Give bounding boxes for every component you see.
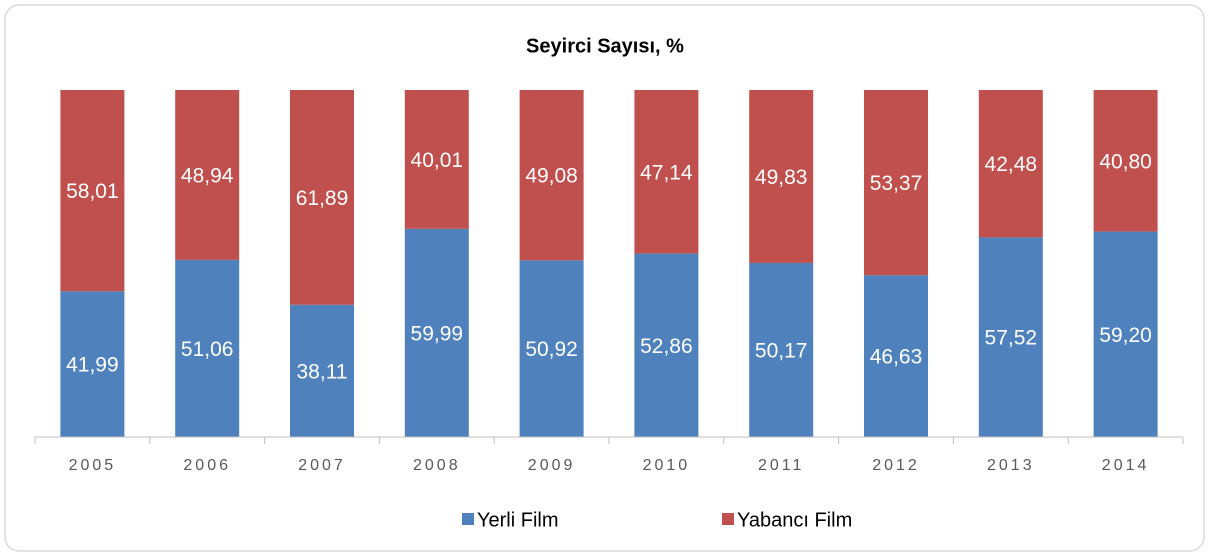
bar-segment: [1093, 90, 1158, 232]
data-label: 41,99: [66, 354, 119, 377]
bar-segment: [60, 291, 125, 437]
bar-segment: [634, 253, 699, 437]
bar-segment: [290, 90, 354, 305]
data-label: 48,94: [181, 164, 234, 187]
bar-segment: [60, 90, 125, 292]
legend-label: Yabancı Film: [737, 509, 852, 531]
bar-segment: [175, 90, 240, 260]
data-label: 50,17: [755, 340, 808, 363]
data-label: 53,37: [870, 172, 923, 195]
data-label: 59,20: [1099, 324, 1152, 347]
bar-segment: [978, 90, 1043, 238]
bar-segment: [749, 90, 814, 263]
data-label: 40,01: [411, 149, 464, 172]
bar-segment: [864, 275, 928, 437]
data-label: 51,06: [181, 338, 234, 361]
x-tick-label: 2013: [987, 457, 1035, 474]
data-label: 42,48: [985, 153, 1038, 176]
x-tick-label: 2008: [413, 457, 461, 474]
x-tick-label: 2011: [758, 457, 804, 474]
bar-segment: [175, 259, 240, 437]
bar-segment: [1093, 231, 1158, 437]
data-label: 58,01: [66, 180, 119, 203]
chart-title: Seyirci Sayısı, %: [526, 35, 684, 57]
data-label: 38,11: [297, 360, 348, 383]
bar-segment: [404, 90, 469, 229]
x-tick-label: 2006: [183, 457, 231, 474]
x-tick-label: 2009: [528, 457, 576, 474]
x-tick-label: 2005: [69, 457, 117, 474]
bar-segment: [978, 237, 1043, 437]
x-tick-label: 2007: [298, 457, 346, 474]
bar-segment: [519, 90, 584, 261]
data-label: 59,99: [411, 322, 464, 345]
data-label: 40,80: [1099, 150, 1152, 173]
legend-label: Yerli Film: [477, 509, 559, 531]
legend-swatch: [462, 513, 474, 525]
x-tick-label: 2014: [1102, 457, 1150, 474]
bar-segment: [749, 262, 814, 437]
data-label: 57,52: [985, 327, 1038, 350]
legend-swatch: [722, 513, 734, 525]
bar-segment: [864, 90, 928, 276]
data-label: 61,89: [296, 187, 349, 210]
x-tick-label: 2012: [872, 457, 920, 474]
data-label: 52,86: [640, 335, 693, 358]
data-label: 49,83: [755, 166, 808, 189]
bar-segment: [634, 90, 699, 254]
data-label: 47,14: [640, 161, 693, 184]
bar-segment: [519, 260, 584, 437]
data-label: 49,08: [525, 165, 578, 188]
data-label: 50,92: [525, 338, 578, 361]
x-tick-label: 2010: [643, 457, 691, 474]
bar-segment: [404, 228, 469, 437]
data-label: 46,63: [870, 346, 923, 369]
bar-segment: [290, 304, 354, 437]
